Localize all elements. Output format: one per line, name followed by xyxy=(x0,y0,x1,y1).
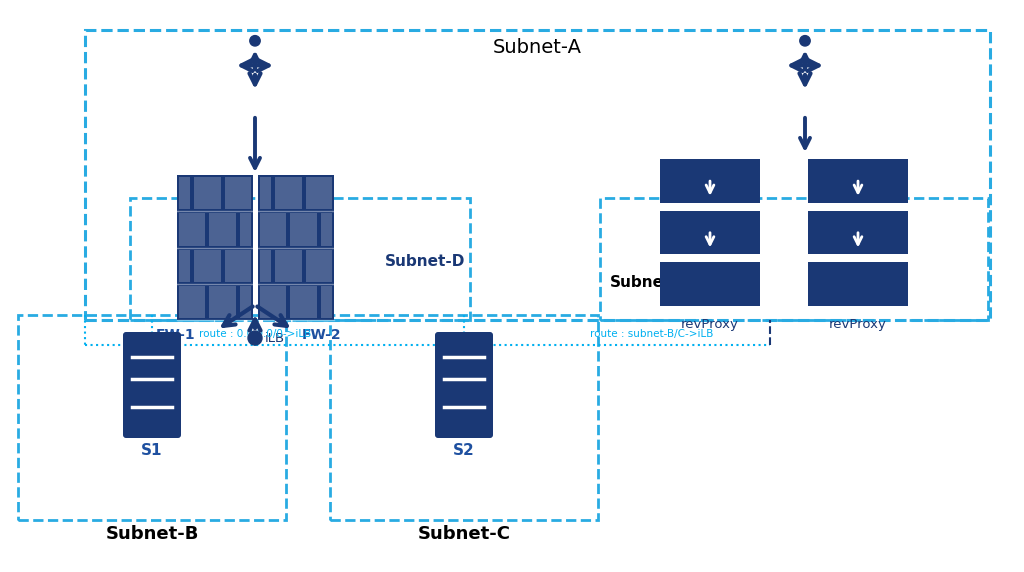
Bar xyxy=(240,213,251,245)
Bar xyxy=(808,210,908,255)
Bar xyxy=(808,159,908,202)
Bar xyxy=(808,263,908,306)
Bar xyxy=(260,249,271,282)
Bar xyxy=(240,286,251,318)
Bar xyxy=(260,286,287,318)
Bar xyxy=(224,249,251,282)
Text: Subnet-E: Subnet-E xyxy=(610,275,688,290)
Text: Subnet-C: Subnet-C xyxy=(418,525,511,543)
Bar xyxy=(209,286,236,318)
Bar xyxy=(209,213,236,245)
Bar xyxy=(275,177,302,209)
Text: Subnet-A: Subnet-A xyxy=(493,38,582,57)
Bar xyxy=(179,286,206,318)
Bar xyxy=(177,175,253,320)
Bar xyxy=(260,213,287,245)
Bar xyxy=(275,249,302,282)
Bar xyxy=(18,315,286,520)
Bar xyxy=(258,175,334,320)
Circle shape xyxy=(248,331,262,345)
Bar xyxy=(291,213,316,245)
Bar xyxy=(85,30,990,320)
Text: S1: S1 xyxy=(141,443,163,458)
Text: revProxy: revProxy xyxy=(681,318,739,331)
Bar xyxy=(195,177,220,209)
Text: S2: S2 xyxy=(454,443,475,458)
Bar xyxy=(291,286,316,318)
Bar xyxy=(179,249,190,282)
Bar xyxy=(224,177,251,209)
Bar xyxy=(130,198,470,320)
Bar xyxy=(600,198,988,320)
FancyBboxPatch shape xyxy=(123,332,181,438)
Bar xyxy=(660,159,760,202)
Text: FW-2: FW-2 xyxy=(302,328,342,342)
Text: Subnet-D: Subnet-D xyxy=(385,254,465,269)
Text: Subnet-B: Subnet-B xyxy=(105,525,199,543)
Bar xyxy=(260,177,271,209)
Text: route : subnet-B/C->iLB: route : subnet-B/C->iLB xyxy=(590,329,714,339)
Bar xyxy=(305,249,332,282)
Bar xyxy=(305,177,332,209)
Bar xyxy=(179,213,206,245)
Text: revProxy: revProxy xyxy=(829,318,887,331)
Bar xyxy=(660,210,760,255)
FancyBboxPatch shape xyxy=(435,332,493,438)
Circle shape xyxy=(800,35,810,46)
Circle shape xyxy=(250,35,260,46)
Bar xyxy=(660,263,760,306)
Bar xyxy=(195,249,220,282)
Text: iLB: iLB xyxy=(265,332,285,344)
Text: FW-1: FW-1 xyxy=(157,328,196,342)
Bar xyxy=(321,213,332,245)
Text: route : 0.0.0.0/0->iLB: route : 0.0.0.0/0->iLB xyxy=(199,329,311,339)
Bar xyxy=(330,315,598,520)
Bar xyxy=(321,286,332,318)
Bar xyxy=(179,177,190,209)
